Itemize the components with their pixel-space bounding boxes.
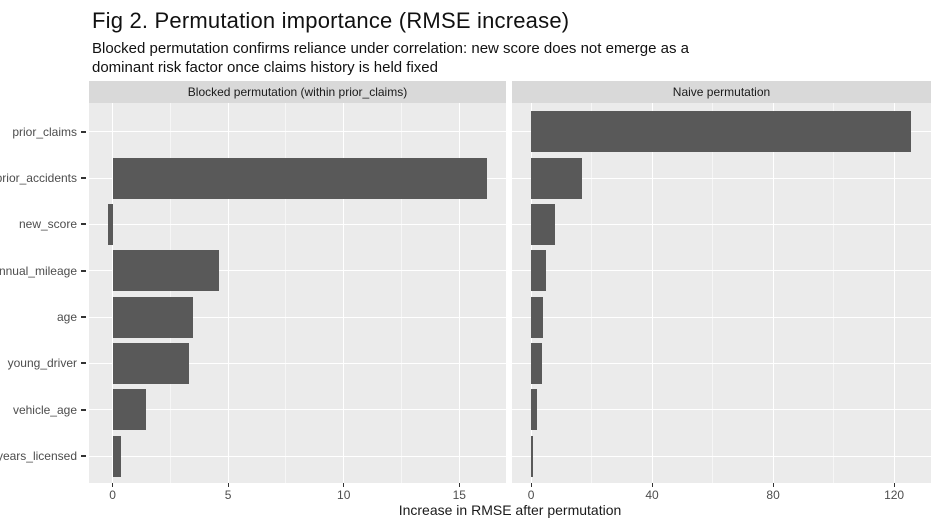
y-label-prior_claims: prior_claims <box>12 124 77 139</box>
gridline-row-vehicle_age <box>89 409 506 411</box>
gridline-row-age <box>89 316 506 318</box>
bar-age <box>112 296 194 338</box>
y-label-vehicle_age: vehicle_age <box>12 402 77 417</box>
gridline-row-prior_claims <box>89 131 506 133</box>
y-label-prior_accidents: prior_accidents <box>0 171 77 186</box>
gridline-major-x-80 <box>772 103 774 483</box>
y-tick-mark-prior_accidents <box>81 177 86 180</box>
x-tick-mark-0 <box>112 483 114 487</box>
gridline-major-x-0 <box>112 103 114 483</box>
x-tick-mark-10 <box>343 483 345 487</box>
y-tick-mark-young_driver <box>81 362 86 365</box>
y-tick-mark-prior_claims <box>81 130 86 133</box>
gridline-major-x-0 <box>530 103 532 483</box>
bar-young_driver <box>531 342 542 384</box>
gridline-row-annual_mileage <box>89 270 506 272</box>
bar-vehicle_age <box>531 389 538 431</box>
bar-vehicle_age <box>112 389 147 431</box>
gridline-row-young_driver <box>89 362 506 364</box>
x-tick-label-0: 0 <box>527 488 535 502</box>
gridline-row-prior_accidents <box>512 177 931 179</box>
x-axis-title: Increase in RMSE after permutation <box>398 502 622 518</box>
gridline-row-new_score <box>512 223 931 225</box>
chart-subtitle-line-2: dominant risk factor once claims history… <box>92 59 438 76</box>
gridline-minor-x-100 <box>833 103 835 483</box>
facet-strip-blocked: Blocked permutation (within prior_claims… <box>89 81 506 103</box>
y-label-age: age <box>56 310 77 325</box>
y-tick-mark-new_score <box>81 223 86 226</box>
x-tick-mark-40 <box>651 483 653 487</box>
x-tick-label-5: 5 <box>224 488 232 502</box>
gridline-minor-x-2.5 <box>169 103 171 483</box>
bar-prior_claims <box>531 111 911 153</box>
gridline-row-years_licensed <box>512 455 931 457</box>
chart-subtitle-line-1: Blocked permutation confirms reliance un… <box>92 40 689 57</box>
gridline-minor-x-7.5 <box>285 103 287 483</box>
x-tick-label-80: 80 <box>766 488 780 502</box>
x-tick-label-15: 15 <box>452 488 466 502</box>
x-axis-naive: 0 40 80 120 <box>512 483 931 505</box>
x-tick-mark-15 <box>458 483 460 487</box>
x-axis-blocked: 0 5 10 15 <box>89 483 506 505</box>
gridline-minor-x-20 <box>591 103 593 483</box>
y-label-years_licensed: years_licensed <box>0 449 77 463</box>
bar-annual_mileage <box>531 250 547 292</box>
gridline-minor-x-12.5 <box>401 103 403 483</box>
y-label-young_driver: young_driver <box>7 356 77 371</box>
panel-naive-permutation <box>512 103 931 483</box>
bar-new_score <box>107 203 113 245</box>
x-tick-label-0: 0 <box>109 488 116 502</box>
gridline-minor-x-60 <box>712 103 714 483</box>
bar-new_score <box>531 203 555 245</box>
gridline-major-x-10 <box>343 103 345 483</box>
x-tick-label-10: 10 <box>337 488 351 502</box>
y-label-annual_mileage: annual_mileage <box>0 263 77 278</box>
y-tick-mark-age <box>81 316 86 319</box>
x-tick-mark-5 <box>227 483 229 487</box>
bar-annual_mileage <box>112 250 219 292</box>
gridline-row-vehicle_age <box>512 409 931 411</box>
gridline-major-x-40 <box>651 103 653 483</box>
y-label-new_score: new_score <box>18 217 77 232</box>
x-tick-mark-120 <box>893 483 895 487</box>
bar-prior_accidents <box>531 157 582 199</box>
gridline-row-annual_mileage <box>512 270 931 272</box>
bar-age <box>531 296 544 338</box>
bar-years_licensed <box>531 435 533 477</box>
bar-young_driver <box>112 342 189 384</box>
gridline-major-x-5 <box>227 103 229 483</box>
x-tick-mark-0 <box>530 483 532 487</box>
y-tick-mark-vehicle_age <box>81 408 86 411</box>
gridline-major-x-15 <box>458 103 460 483</box>
chart-title: Fig 2. Permutation importance (RMSE incr… <box>92 8 570 33</box>
x-tick-label-120: 120 <box>884 488 905 502</box>
bar-years_licensed <box>112 435 121 477</box>
gridline-major-x-120 <box>893 103 895 483</box>
y-tick-mark-annual_mileage <box>81 269 86 272</box>
facet-strip-naive: Naive permutation <box>512 81 931 103</box>
panel-blocked-permutation <box>89 103 506 483</box>
gridline-row-age <box>512 316 931 318</box>
bar-prior_accidents <box>112 157 488 199</box>
facet-strip-naive-label: Naive permutation <box>672 85 771 99</box>
facet-strip-blocked-label: Blocked permutation (within prior_claims… <box>187 85 408 99</box>
y-tick-mark-years_licensed <box>81 455 86 457</box>
x-tick-label-40: 40 <box>645 488 659 502</box>
gridline-row-new_score <box>89 223 506 225</box>
x-tick-mark-80 <box>772 483 774 487</box>
gridline-row-young_driver <box>512 362 931 364</box>
gridline-row-years_licensed <box>89 455 506 457</box>
